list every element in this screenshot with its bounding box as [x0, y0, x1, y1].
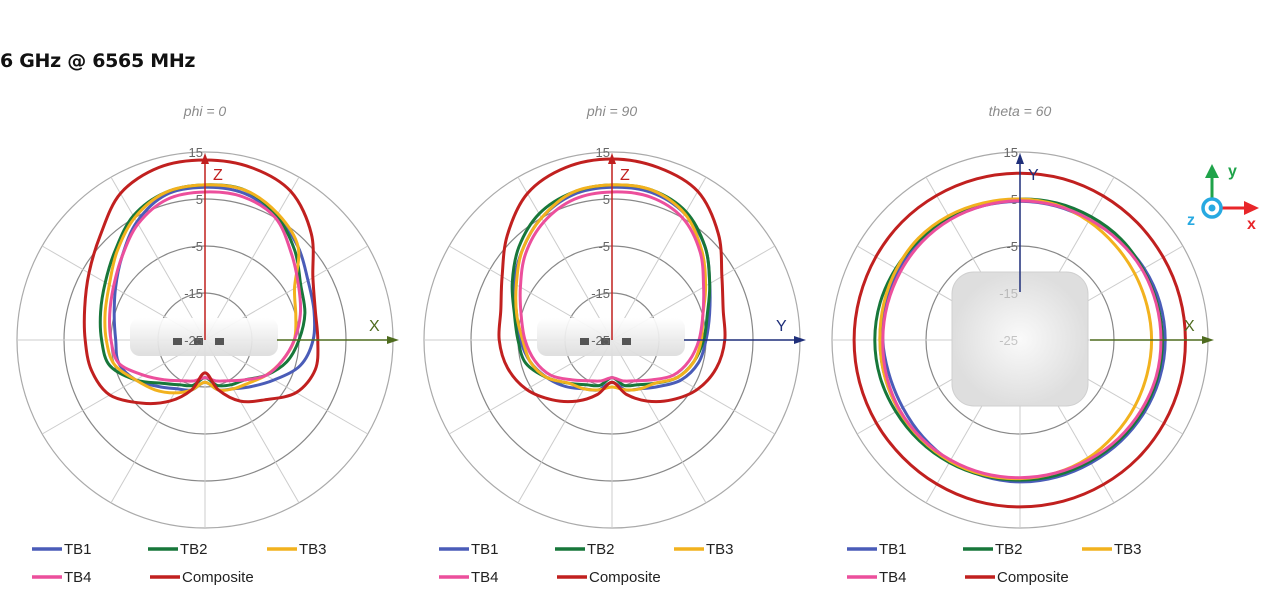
legend-item-tb4: TB4 — [32, 569, 92, 586]
legend-item-tb1: TB1 — [439, 541, 499, 558]
legend-item-tb3: TB3 — [674, 541, 734, 558]
legend-label: TB1 — [64, 541, 92, 558]
coordinate-axes-icon: y x z — [1187, 163, 1259, 233]
legend-item-composite: Composite — [557, 569, 661, 586]
legend-item-tb3: TB3 — [267, 541, 327, 558]
legend-item-composite: Composite — [965, 569, 1069, 586]
arrow-head-icon — [201, 153, 209, 164]
horizontal-axis-label: X — [1184, 318, 1195, 335]
grid-spoke — [517, 176, 613, 341]
grid-spoke — [110, 176, 206, 341]
series-line-tb3 — [103, 183, 301, 395]
grid-spoke — [611, 176, 707, 341]
device-image — [537, 318, 685, 356]
arrow-head-icon — [794, 336, 806, 344]
legend-item-tb1: TB1 — [32, 541, 92, 558]
legend-label: Composite — [589, 569, 661, 586]
radial-tick-label: -15 — [591, 286, 610, 301]
radial-tick-label: -5 — [1006, 239, 1018, 254]
chart-title: phi = 0 — [183, 103, 227, 119]
series-line-tb4 — [108, 190, 303, 383]
legend-label: TB3 — [1114, 541, 1142, 558]
series-line-tb4 — [518, 190, 706, 383]
radial-tick-label: -5 — [191, 239, 203, 254]
series-line-tb3 — [514, 183, 708, 392]
legend-item-tb2: TB2 — [555, 541, 615, 558]
radial-tick-label: 5 — [196, 192, 203, 207]
vertical-axis-label: Z — [213, 167, 223, 184]
radial-tick-label: 15 — [596, 145, 610, 160]
arrow-head-icon — [387, 336, 399, 344]
legend-label: TB1 — [879, 541, 907, 558]
legend-item-tb1: TB1 — [847, 541, 907, 558]
device-image — [951, 271, 1089, 407]
port-icon — [622, 338, 631, 345]
legend-label: TB2 — [180, 541, 208, 558]
legend-item-tb4: TB4 — [847, 569, 907, 586]
radial-tick-label: -25 — [184, 333, 203, 348]
port-icon — [194, 338, 203, 345]
series-line-composite — [852, 171, 1187, 509]
horizontal-axis-label: X — [369, 318, 380, 335]
port-icon — [580, 338, 589, 345]
chart-title: phi = 90 — [586, 103, 637, 119]
svg-text:y: y — [1228, 163, 1237, 180]
radial-tick-label: -25 — [999, 333, 1018, 348]
radial-tick-label: -15 — [999, 286, 1018, 301]
vertical-axis-label: Y — [1028, 167, 1039, 184]
grid-spoke — [517, 339, 613, 504]
legend-label: TB4 — [64, 569, 92, 586]
radial-tick-label: -5 — [598, 239, 610, 254]
device-image — [130, 318, 278, 356]
series-line-composite — [497, 157, 727, 404]
grid-spoke — [611, 339, 707, 504]
series-line-composite — [82, 158, 320, 406]
arrow-head-icon — [1202, 336, 1214, 344]
port-icon — [601, 338, 610, 345]
legend-item-tb4: TB4 — [439, 569, 499, 586]
grid-spoke — [110, 339, 206, 504]
legend-item-tb2: TB2 — [963, 541, 1023, 558]
legend-item-tb2: TB2 — [148, 541, 208, 558]
legend-label: Composite — [997, 569, 1069, 586]
polar-chart-2: phi = 90 15 5 -5 -15 -25 Z Y TB1 TB2 TB3 TB4 Composi… — [423, 103, 806, 586]
legend-item-tb3: TB3 — [1082, 541, 1142, 558]
legend-label: TB2 — [995, 541, 1023, 558]
radial-tick-label: 5 — [603, 192, 610, 207]
radial-tick-label: 15 — [1004, 145, 1018, 160]
page-title: 6 GHz @ 6565 MHz — [0, 50, 196, 72]
port-icon — [215, 338, 224, 345]
vertical-axis-label: Z — [620, 167, 630, 184]
svg-text:z: z — [1187, 212, 1195, 229]
arrow-head-icon — [1016, 153, 1024, 164]
polar-chart-1: phi = 0 15 5 -5 -15 -25 Z X TB1 TB2 TB3 TB4 Composit… — [16, 103, 399, 586]
grid-spoke — [204, 176, 300, 341]
svg-text:x: x — [1247, 216, 1256, 233]
legend-label: TB3 — [706, 541, 734, 558]
legend-label: TB1 — [471, 541, 499, 558]
legend-label: TB3 — [299, 541, 327, 558]
legend-label: TB4 — [879, 569, 907, 586]
radial-tick-label: -25 — [591, 333, 610, 348]
chart-title: theta = 60 — [989, 103, 1052, 119]
horizontal-axis-label: Y — [776, 318, 787, 335]
legend-item-composite: Composite — [150, 569, 254, 586]
port-icon — [173, 338, 182, 345]
legend-label: TB4 — [471, 569, 499, 586]
grid-spoke — [204, 339, 300, 504]
arrow-head-icon — [608, 153, 616, 164]
radial-tick-label: -15 — [184, 286, 203, 301]
radial-tick-label: 15 — [189, 145, 203, 160]
series-line-tb4 — [881, 199, 1163, 480]
legend-label: Composite — [182, 569, 254, 586]
legend-label: TB2 — [587, 541, 615, 558]
